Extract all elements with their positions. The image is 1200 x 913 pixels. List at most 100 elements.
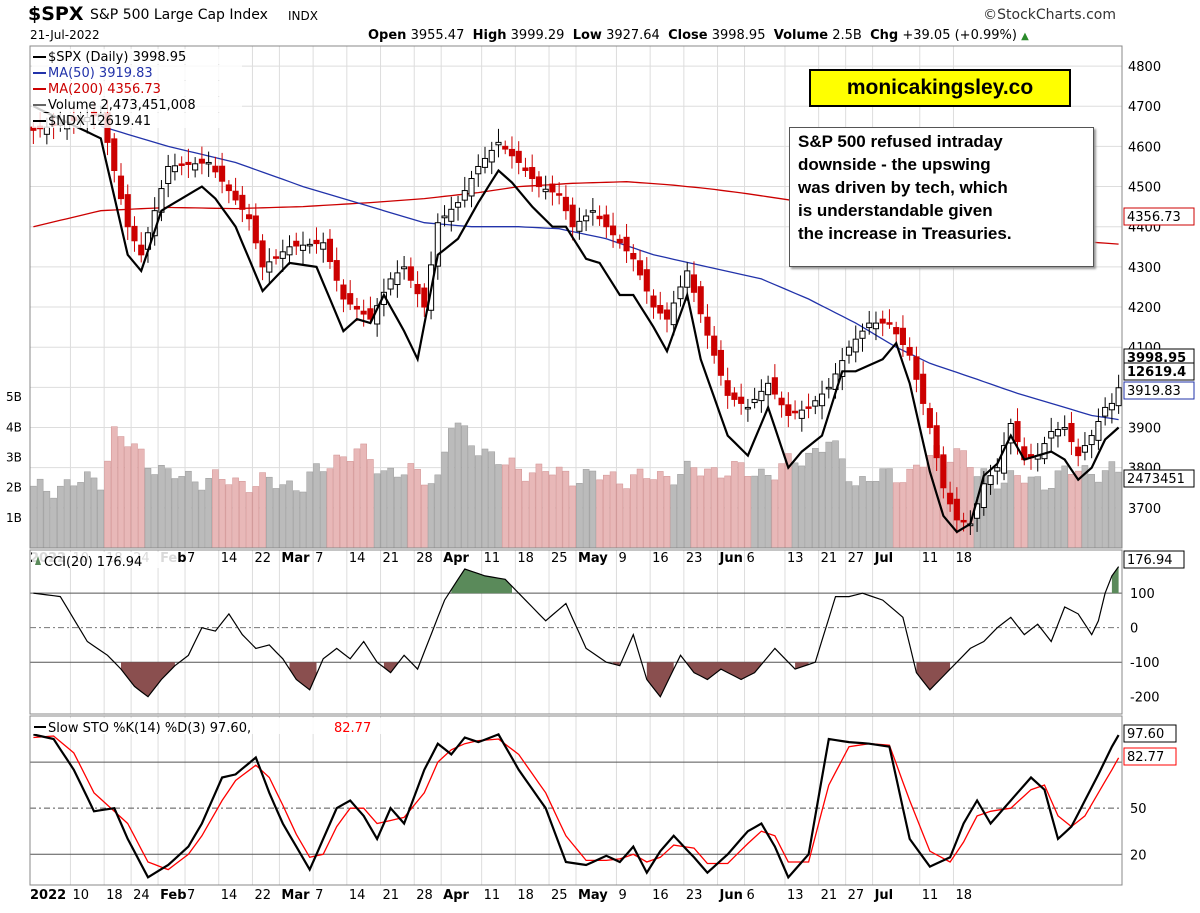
volume-bar: [616, 483, 624, 549]
volume-bar: [879, 468, 886, 549]
legend-price: $SPX (Daily) 3998.95: [48, 50, 186, 65]
candle-body: [367, 308, 374, 320]
volume-bar: [501, 464, 509, 549]
volume-bar: [1061, 465, 1068, 549]
volume-bar: [380, 470, 388, 549]
volume-bar: [1000, 482, 1008, 549]
volume-bar: [825, 441, 833, 549]
x-tick-label: 16: [652, 551, 669, 566]
x-tick-label: 9: [618, 888, 626, 903]
candle-body: [522, 167, 529, 171]
volume-bar: [164, 468, 172, 549]
candle-body: [717, 349, 724, 376]
volume-bar: [1108, 461, 1116, 549]
candle-body: [225, 184, 232, 192]
volume-bar: [1074, 470, 1082, 549]
volume-bar: [57, 485, 64, 549]
candle-body: [663, 309, 671, 320]
price-label-box: [1123, 207, 1195, 226]
volume-bar: [360, 443, 367, 549]
cci-oversold-fill: [289, 662, 317, 690]
candle-body: [306, 243, 313, 247]
volume-bar: [225, 484, 233, 549]
candle-body: [751, 398, 758, 404]
open-value: 3955.47: [410, 28, 465, 43]
candle-body: [711, 335, 718, 356]
candle-body: [947, 492, 954, 505]
volume-bar: [737, 462, 745, 549]
volume-bar: [252, 486, 260, 549]
candle-body: [239, 194, 246, 210]
legend-cci: CCI(20) 176.94: [44, 555, 142, 570]
volume-bar: [259, 472, 266, 549]
candle-body: [636, 260, 644, 276]
x-tick-label: 11: [484, 551, 501, 566]
candle-body: [299, 244, 307, 251]
volume-bar: [178, 476, 185, 549]
candle-body: [333, 260, 340, 281]
candle-body: [987, 475, 994, 485]
volume-bar: [124, 446, 132, 549]
volume-bar: [333, 454, 340, 549]
volume-bar: [596, 479, 603, 549]
candle-body: [913, 356, 920, 380]
candle-body: [347, 293, 354, 305]
x-tick-label: Jun: [719, 888, 743, 903]
x-tick-label: 7: [315, 888, 323, 903]
x-tick-label: 10: [72, 888, 89, 903]
x-tick-label: May: [578, 888, 608, 903]
candle-body: [792, 410, 799, 414]
candle-body: [461, 190, 468, 201]
candle-body: [1014, 421, 1021, 443]
x-tick-label: 14: [349, 551, 366, 566]
volume-bar: [144, 468, 152, 549]
candle-body: [165, 165, 172, 184]
volume-bar: [481, 448, 489, 549]
volume-bar: [555, 466, 563, 549]
candle-body: [697, 286, 704, 315]
candle-body: [117, 175, 125, 200]
volume-bar: [373, 473, 381, 549]
x-tick-label: 18: [955, 551, 972, 566]
volume-bar: [670, 484, 678, 549]
volume-bar: [97, 489, 105, 549]
volume-bar: [1027, 476, 1035, 549]
volume-bar: [394, 476, 401, 549]
candle-body: [212, 165, 219, 173]
volume-bar: [117, 436, 125, 549]
cci-tick-label: 0: [1130, 622, 1138, 637]
volume-bar: [522, 480, 529, 549]
candle-body: [326, 238, 334, 263]
x-tick-label: Apr: [443, 551, 469, 566]
cci-value-label: 176.94: [1127, 553, 1173, 568]
x-tick-label: Mar: [281, 551, 310, 566]
panel-frame: [29, 549, 1123, 715]
x-tick-label: May: [578, 551, 608, 566]
commentary-line: downside - the upswing: [798, 155, 991, 174]
stockcharts-watermark[interactable]: ©StockCharts.com: [983, 7, 1116, 23]
candle-body: [434, 222, 441, 267]
cci-legend-icon: [35, 556, 41, 565]
candle-body: [205, 161, 212, 165]
candle-body: [994, 467, 1001, 472]
volume-bar: [886, 468, 893, 549]
sto-k-value-label: 97.60: [1127, 727, 1164, 742]
candle-body: [616, 238, 623, 244]
cci-overbought-fill: [451, 569, 512, 594]
volume-bar: [643, 478, 651, 549]
candle-body: [893, 327, 900, 335]
candle-body: [906, 346, 913, 356]
candle-body: [252, 215, 259, 244]
candle-body: [562, 196, 569, 212]
chg-value: +39.05 (+0.99%): [902, 28, 1017, 43]
x-tick-label: 25: [551, 888, 568, 903]
volume-bar: [603, 474, 610, 549]
legend-backdrop: [32, 552, 177, 568]
volume-bar: [272, 488, 280, 549]
candle-body: [515, 150, 522, 163]
price-label: 12619.4: [1127, 365, 1186, 380]
candle-body: [387, 278, 394, 290]
volume-bar: [205, 478, 212, 549]
cci-tick-label: -100: [1130, 656, 1160, 671]
candle-body: [508, 148, 516, 157]
